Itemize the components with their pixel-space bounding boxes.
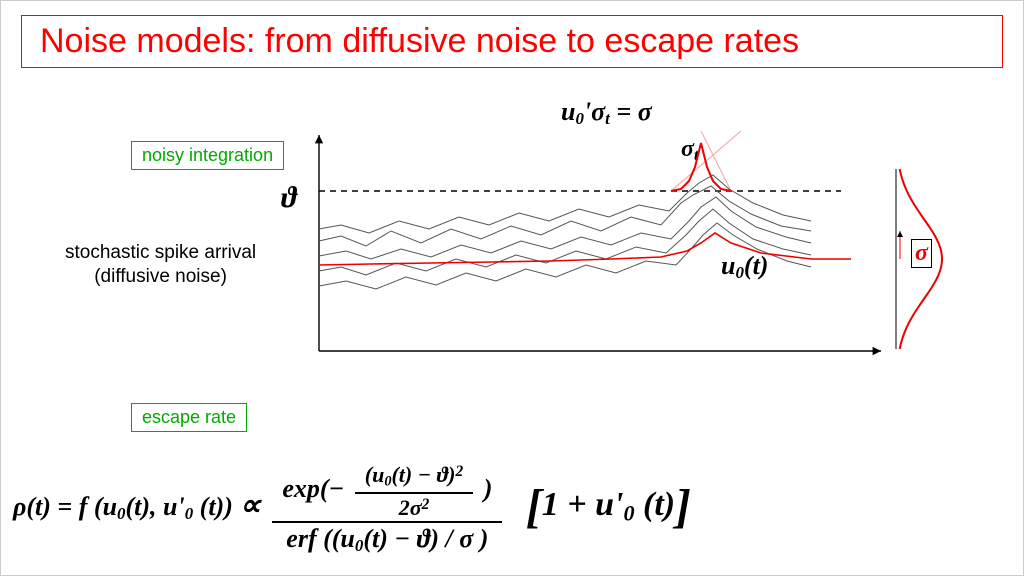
eqb-after1: (t), u' bbox=[125, 492, 184, 521]
eqb-inner-num: (u0(t) − ϑ)2 bbox=[355, 463, 473, 494]
formula-u0-sigma: u0'σt = σ bbox=[561, 97, 652, 129]
eq-top-rhs: σ bbox=[638, 97, 652, 126]
eqb-erf: erf ((u bbox=[286, 524, 355, 553]
eqb-sub0b: 0 bbox=[185, 504, 193, 523]
eqb-inner-den: 2σ2 bbox=[355, 494, 473, 519]
chart bbox=[311, 131, 951, 361]
eqb-tail: [1 + u'0 (t)] bbox=[526, 486, 691, 523]
eqb-bracket-close: ] bbox=[675, 481, 691, 533]
eqb-rho: ρ(t) = f (u bbox=[13, 492, 117, 521]
eq-top-sigma: σ bbox=[591, 97, 605, 126]
stochastic-line1: stochastic spike arrival bbox=[65, 242, 256, 263]
eqb-after2: (t)) bbox=[193, 492, 233, 521]
stochastic-line2: (diffusive noise) bbox=[94, 266, 227, 287]
eqb-frac-outer: exp(− (u0(t) − ϑ)2 2σ2 ) erf ((u0(t) − ϑ… bbox=[272, 463, 502, 555]
theta-axis-label: ϑ bbox=[281, 181, 297, 215]
eqb-exp: exp(− bbox=[282, 474, 344, 503]
slide-title: Noise models: from diffusive noise to es… bbox=[40, 22, 799, 60]
chart-svg bbox=[311, 131, 951, 361]
eqb-paren-close: ) bbox=[484, 474, 493, 503]
eqb-bracket-open: [ bbox=[526, 481, 542, 533]
eqb-num-sq: 2 bbox=[456, 463, 464, 480]
formula-escape-rate: ρ(t) = f (u0(t), u'0 (t)) ∝ exp(− (u0(t)… bbox=[13, 463, 1011, 555]
eqb-tail-arg: (t) bbox=[635, 486, 676, 523]
eqb-prop: ∝ bbox=[239, 489, 268, 522]
eqb-outer-num: exp(− (u0(t) − ϑ)2 2σ2 ) bbox=[272, 463, 502, 523]
eqb-den-in: 2σ bbox=[399, 495, 422, 520]
eqb-num-in: (u bbox=[365, 462, 385, 487]
title-box: Noise models: from diffusive noise to es… bbox=[21, 15, 1003, 68]
eqb-frac-inner: (u0(t) − ϑ)2 2σ2 bbox=[355, 463, 473, 519]
eqb-num-mid: (t) − ϑ) bbox=[391, 462, 455, 487]
eqb-den-sq: 2 bbox=[422, 496, 430, 513]
eq-top-sub: 0 bbox=[575, 109, 583, 128]
eq-top-eq: = bbox=[610, 97, 638, 126]
eqb-tail-body: 1 + u' bbox=[542, 486, 624, 523]
eqb-outer-den: erf ((u0(t) − ϑ) / σ ) bbox=[272, 523, 502, 555]
stochastic-label: stochastic spike arrival (diffusive nois… bbox=[65, 241, 256, 289]
eqb-tail-sub: 0 bbox=[623, 501, 634, 526]
eqb-erf-rest: (t) − ϑ) / σ ) bbox=[363, 524, 488, 553]
eq-top-u: u bbox=[561, 97, 575, 126]
noisy-integration-tag: noisy integration bbox=[131, 141, 284, 170]
escape-rate-tag: escape rate bbox=[131, 403, 247, 432]
